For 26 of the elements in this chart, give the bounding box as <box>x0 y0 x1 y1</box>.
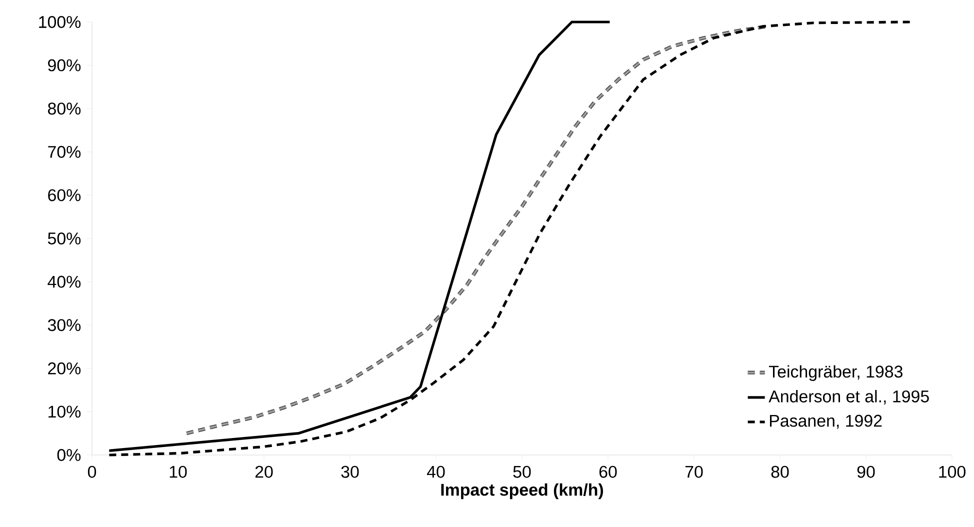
y-tick-label: 90% <box>48 59 81 72</box>
y-tick-label: 80% <box>48 102 81 115</box>
x-tick-label: 80 <box>771 466 789 478</box>
x-tick-label: 100 <box>939 466 966 478</box>
y-tick-label: 40% <box>48 276 81 288</box>
x-tick-label: 70 <box>685 466 703 478</box>
x-tick-label: 30 <box>341 466 359 478</box>
y-tick-label: 30% <box>48 319 81 332</box>
y-tick-label: 60% <box>48 189 81 202</box>
y-tick-label: 100% <box>39 16 81 28</box>
y-tick-label: 70% <box>48 146 81 158</box>
x-tick-label: 10 <box>170 466 187 478</box>
x-tick-label: 40 <box>426 466 445 478</box>
legend-label: Pasanen, 1992 <box>770 414 882 429</box>
x-tick-label: 0 <box>88 466 96 478</box>
y-tick-label: 50% <box>48 232 81 244</box>
y-tick-label: 10% <box>48 406 81 418</box>
x-tick-label: 90 <box>857 466 875 478</box>
x-tick-label: 50 <box>513 466 531 478</box>
x-tick-label: 20 <box>255 466 273 478</box>
x-axis-title: Impact speed (km/h) <box>441 483 604 500</box>
legend-label: Teichgräber, 1983 <box>768 365 902 381</box>
y-tick-label: 0% <box>57 449 81 461</box>
legend-label: Anderson et al., 1995 <box>768 390 929 404</box>
y-tick-label: 20% <box>48 362 81 374</box>
x-tick-label: 60 <box>599 466 617 478</box>
